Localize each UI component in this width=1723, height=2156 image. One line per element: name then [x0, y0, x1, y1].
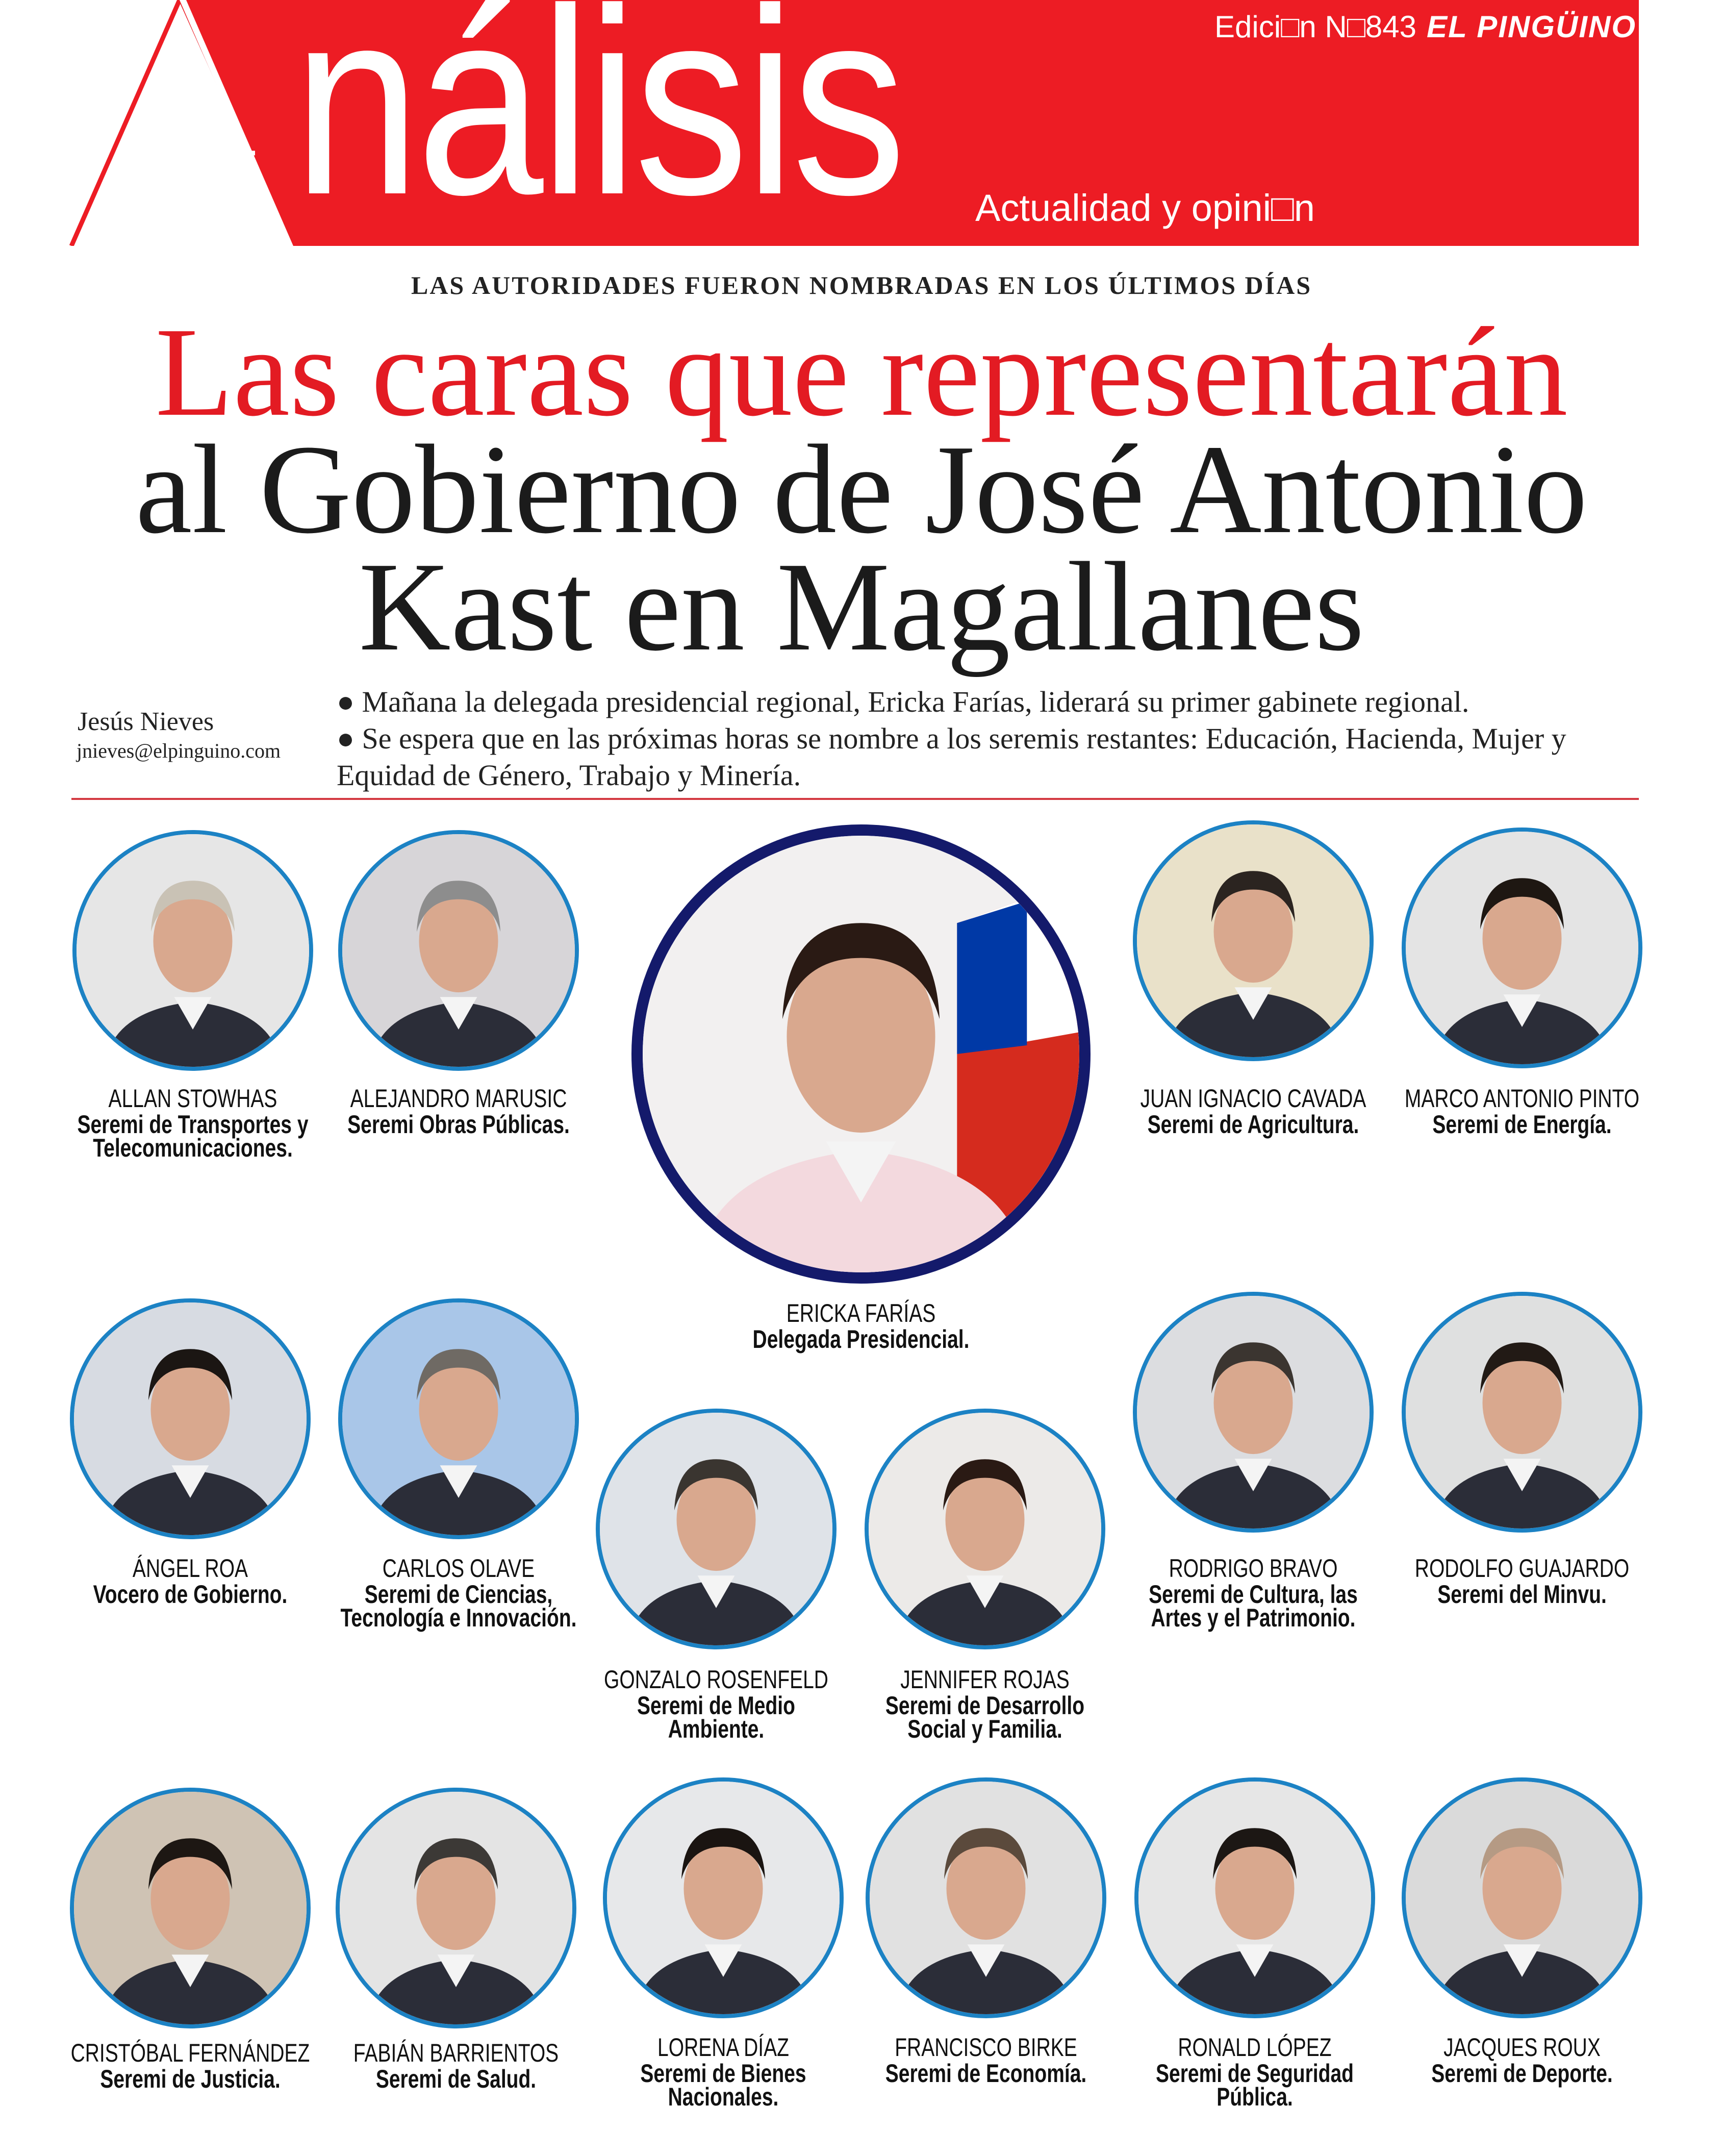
portrait-photo [338, 830, 579, 1071]
person-name: JENNIFER ROJAS [900, 1665, 1070, 1694]
person-role: Seremi de Energía. [1432, 1110, 1612, 1139]
person-role: Seremi Obras Públicas. [347, 1110, 570, 1139]
portrait-photo [336, 1788, 576, 2028]
person-role: Seremi de Justicia. [100, 2065, 281, 2093]
person-name: JACQUES ROUX [1443, 2033, 1601, 2062]
portrait-photo [631, 824, 1091, 1284]
person-role: Seremi de Economía. [885, 2059, 1087, 2088]
person-name: CRISTÓBAL FERNÁNDEZ [70, 2039, 310, 2067]
portrait-photo [1134, 1777, 1375, 2018]
person-role: Seremi del Minvu. [1437, 1580, 1607, 1609]
author-name: Jesús Nieves [78, 707, 214, 736]
person-caption: FRANCISCO BIRKE Seremi de Economía. [847, 2033, 1125, 2088]
brand-logo: EL PINGÜINO [1427, 10, 1636, 44]
masthead-letter-a [69, 0, 1639, 246]
portrait-photo [70, 1788, 311, 2028]
portrait-photo [596, 1409, 837, 1649]
section-tagline: Actualidad y opini□n [975, 187, 1315, 229]
portrait-photo [338, 1298, 579, 1539]
person-name: CARLOS OLAVE [382, 1554, 535, 1583]
portrait-photo [1133, 1292, 1374, 1533]
person-role: Delegada Presidencial. [752, 1325, 970, 1353]
person-caption: ALEJANDRO MARUSIC Seremi Obras Públicas. [319, 1084, 598, 1139]
person-role: Seremi de Desarrollo Social y Familia. [885, 1691, 1085, 1743]
person-name: ÁNGEL ROA [132, 1554, 248, 1583]
summary-bullets: ● Mañana la delegada presidencial region… [337, 684, 1642, 794]
person-name: ERICKA FARÍAS [786, 1299, 936, 1327]
person-caption: RODOLFO GUAJARDO Seremi del Minvu. [1383, 1554, 1661, 1609]
person-caption: ÁNGEL ROA Vocero de Gobierno. [51, 1554, 330, 1609]
portrait-photo [72, 830, 313, 1071]
person-caption: CRISTÓBAL FERNÁNDEZ Seremi de Justicia. [51, 2039, 330, 2093]
headline-line-3: Kast en Magallanes [359, 536, 1364, 678]
person-role: Seremi de Agricultura. [1147, 1110, 1359, 1139]
portrait-photo [70, 1298, 311, 1539]
person-name: LORENA DÍAZ [657, 2033, 789, 2062]
person-role: Seremi de Ciencias, Tecnología e Innovac… [340, 1580, 577, 1632]
person-name: RODRIGO BRAVO [1169, 1554, 1338, 1583]
person-role: Seremi de Deporte. [1431, 2059, 1613, 2088]
person-caption: ERICKA FARÍAS Delegada Presidencial. [722, 1299, 1000, 1353]
edition-info: Edici□n N□843 EL PINGÜINO [1214, 9, 1636, 44]
portrait-photo [1402, 1777, 1642, 2018]
person-caption: GONZALO ROSENFELD Seremi de Medio Ambient… [577, 1665, 855, 1743]
person-caption: JACQUES ROUX Seremi de Deporte. [1383, 2033, 1661, 2088]
person-caption: JENNIFER ROJAS Seremi de Desarrollo Socia… [846, 1665, 1124, 1743]
portrait-photo [865, 1409, 1105, 1649]
masthead-banner: nálisis Edici□n N□843 EL PINGÜINO Actuali… [0, 0, 1723, 246]
headline-line-1: Las caras que representarán [155, 302, 1568, 443]
person-role: Seremi de Salud. [375, 2065, 537, 2093]
person-role: Seremi de Bienes Nacionales. [640, 2059, 806, 2111]
portrait-photo [1133, 820, 1374, 1061]
person-name: GONZALO ROSENFELD [604, 1665, 828, 1694]
person-role: Seremi de Cultura, las Artes y el Patrim… [1149, 1580, 1358, 1632]
kicker: LAS AUTORIDADES FUERON NOMBRADAS EN LOS … [411, 271, 1312, 299]
edition-number: Edici□n N□843 [1214, 10, 1417, 44]
person-role: Vocero de Gobierno. [93, 1580, 288, 1609]
person-caption: RODRIGO BRAVO Seremi de Cultura, las Arte… [1114, 1554, 1392, 1632]
person-name: FRANCISCO BIRKE [895, 2033, 1077, 2062]
author-email[interactable]: jnieves@elpinguino.com [77, 739, 281, 762]
person-caption: CARLOS OLAVE Seremi de Ciencias, Tecnolog… [319, 1554, 598, 1632]
person-caption: RONALD LÓPEZ Seremi de Seguridad Pública. [1116, 2033, 1394, 2111]
portrait-photo [1402, 828, 1642, 1068]
portrait-photo [603, 1777, 844, 2018]
person-name: JUAN IGNACIO CAVADA [1140, 1084, 1366, 1113]
person-caption: ALLAN STOWHAS Seremi de Transportes y Tel… [54, 1084, 332, 1162]
person-caption: FABIÁN BARRIENTOS Seremi de Salud. [317, 2039, 595, 2093]
person-name: ALLAN STOWHAS [108, 1084, 277, 1113]
person-name: MARCO ANTONIO PINTO [1404, 1084, 1640, 1113]
headline-line-2: al Gobierno de José Antonio [135, 419, 1588, 560]
bullet: ● Mañana la delegada presidencial region… [337, 685, 1469, 718]
portrait-photo [866, 1777, 1106, 2018]
person-role: Seremi de Transportes y Telecomunicacion… [77, 1110, 309, 1162]
person-caption: MARCO ANTONIO PINTO Seremi de Energía. [1383, 1084, 1661, 1139]
person-name: ALEJANDRO MARUSIC [350, 1084, 567, 1113]
portrait-photo [1402, 1292, 1642, 1533]
person-name: FABIÁN BARRIENTOS [353, 2039, 559, 2067]
person-name: RONALD LÓPEZ [1178, 2033, 1332, 2062]
person-role: Seremi de Medio Ambiente. [637, 1691, 795, 1743]
section-title: nálisis [293, 0, 906, 250]
bullet: ● Se espera que en las próximas horas se… [337, 722, 1566, 792]
person-caption: LORENA DÍAZ Seremi de Bienes Nacionales. [584, 2033, 863, 2111]
divider [71, 798, 1639, 800]
person-name: RODOLFO GUAJARDO [1414, 1554, 1630, 1583]
person-role: Seremi de Seguridad Pública. [1156, 2059, 1354, 2111]
person-caption: JUAN IGNACIO CAVADA Seremi de Agricultura… [1114, 1084, 1392, 1139]
